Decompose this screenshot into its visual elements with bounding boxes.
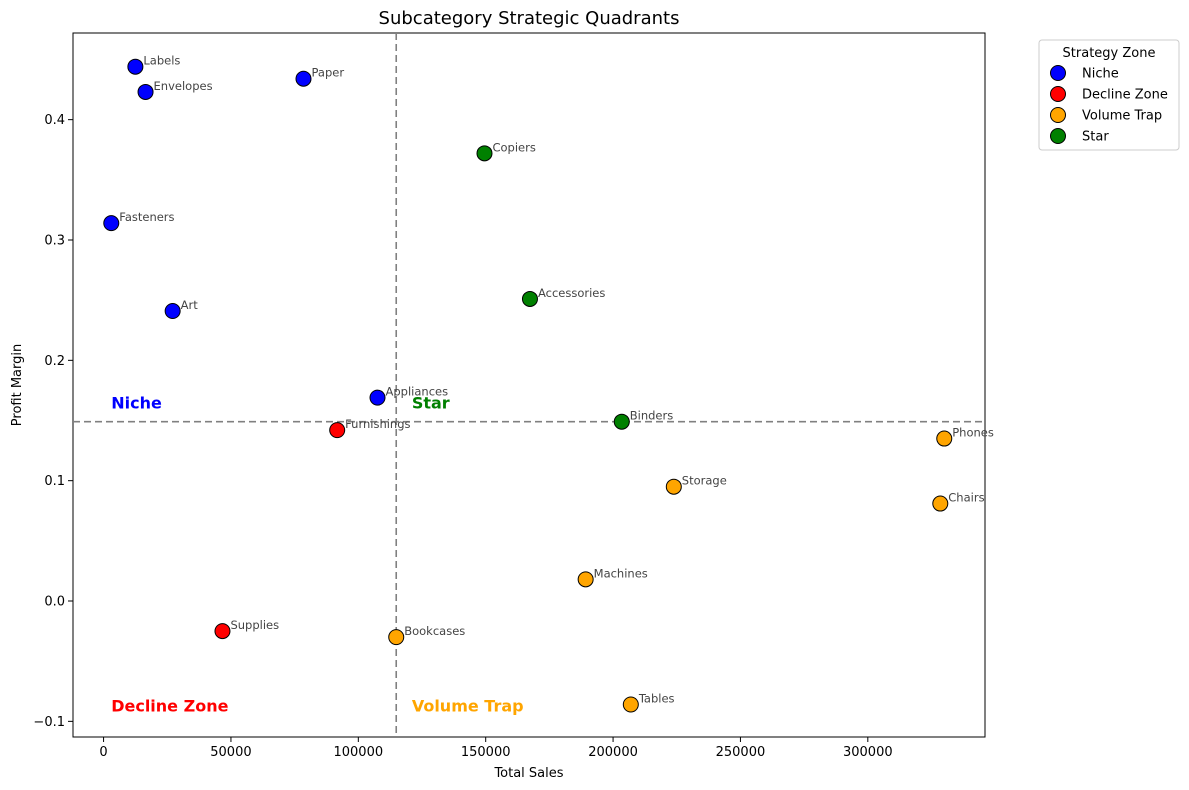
x-axis-label: Total Sales	[493, 766, 563, 781]
x-tick-label: 150000	[461, 745, 511, 760]
y-tick-label: 0.3	[44, 233, 65, 248]
legend: Strategy Zone Niche Decline Zone Volume Tr…	[1038, 39, 1180, 151]
data-point	[388, 629, 405, 646]
chart-title: Subcategory Strategic Quadrants	[379, 8, 680, 29]
legend-marker	[1050, 107, 1066, 123]
x-tick-label: 50000	[210, 745, 251, 760]
y-tick-label: 0.4	[44, 113, 65, 128]
y-tick-label: −0.1	[33, 715, 65, 730]
y-tick-label: 0.2	[44, 354, 65, 369]
legend-entry: Star	[1082, 130, 1109, 145]
point-label: Paper	[311, 66, 344, 80]
data-point	[521, 290, 538, 307]
data-point	[214, 623, 231, 640]
data-point	[369, 389, 386, 406]
data-point	[932, 495, 949, 512]
point-label: Art	[181, 298, 199, 312]
x-tick-label: 0	[99, 745, 107, 760]
data-point	[164, 302, 181, 319]
legend-frame	[1038, 39, 1180, 151]
x-tick-label: 100000	[333, 745, 383, 760]
point-label: Binders	[630, 409, 673, 423]
point-label: Appliances	[386, 385, 449, 399]
point-label: Tables	[638, 692, 675, 706]
data-point	[127, 58, 144, 75]
quadrant-label-star: Star	[412, 393, 450, 412]
quadrant-label-decline-zone: Decline Zone	[111, 697, 228, 716]
point-label: Fasteners	[119, 210, 174, 224]
data-point	[295, 70, 312, 87]
y-tick-label: 0.1	[44, 474, 65, 489]
data-point	[613, 413, 630, 430]
data-point	[936, 430, 953, 447]
point-label: Chairs	[948, 491, 984, 505]
legend-entry: Niche	[1082, 67, 1119, 82]
x-tick-label: 200000	[588, 745, 638, 760]
x-tick-label: 300000	[843, 745, 893, 760]
point-label: Bookcases	[404, 624, 465, 638]
point-label: Machines	[594, 566, 648, 580]
data-point	[577, 571, 594, 588]
point-label: Envelopes	[154, 79, 213, 93]
point-label: Storage	[682, 474, 727, 488]
data-point	[665, 478, 682, 495]
point-label: Labels	[143, 54, 180, 68]
y-tick-label: 0.0	[44, 595, 65, 610]
quadrant-label-volume-trap: Volume Trap	[412, 697, 524, 716]
data-point	[329, 422, 346, 439]
legend-marker	[1050, 86, 1066, 102]
legend-marker	[1050, 65, 1066, 81]
legend-entry: Decline Zone	[1082, 88, 1168, 103]
plot-area: 0 50000 100000 150000 200000 250000 300000 −0.1…	[33, 32, 994, 760]
point-label: Accessories	[538, 286, 605, 300]
legend-title: Strategy Zone	[1063, 46, 1156, 61]
y-axis-label: Profit Margin	[10, 344, 25, 426]
point-label: Supplies	[230, 618, 279, 632]
point-label: Furnishings	[345, 417, 410, 431]
quadrant-label-niche: Niche	[111, 393, 162, 412]
legend-marker	[1050, 128, 1066, 144]
data-point	[103, 215, 120, 232]
point-label: Phones	[952, 426, 994, 440]
plot-frame	[72, 32, 986, 738]
data-point	[476, 145, 493, 162]
data-point	[622, 696, 639, 713]
data-point	[137, 83, 154, 100]
point-label: Copiers	[492, 140, 535, 154]
legend-entry: Volume Trap	[1082, 109, 1162, 124]
x-tick-label: 250000	[716, 745, 766, 760]
